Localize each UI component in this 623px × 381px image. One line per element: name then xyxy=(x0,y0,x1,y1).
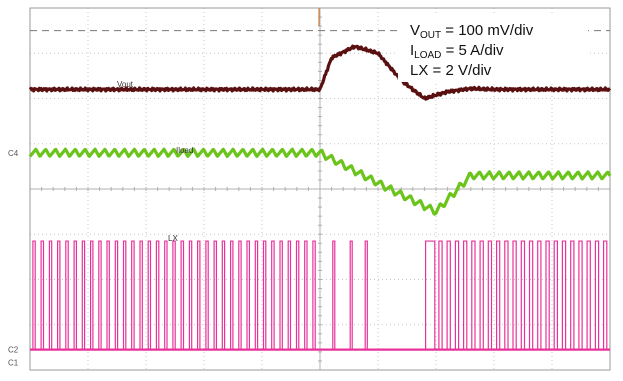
legend-entry-iload-rest: = 5 A/div xyxy=(441,42,504,59)
legend-entry-vout: VOUT = 100 mV/div xyxy=(410,22,534,41)
channel-marker-c1: C1 xyxy=(8,358,19,367)
vout-trace-label: Vout xyxy=(117,80,134,89)
legend: VOUT = 100 mV/div ILOAD = 5 A/div LX = 2… xyxy=(398,16,588,82)
lx-trace xyxy=(32,240,608,351)
vout-trace xyxy=(28,44,612,101)
trace-labels: Vout Iload LX xyxy=(117,80,193,243)
legend-entry-lx-main: LX = 2 V/div xyxy=(410,62,492,79)
legend-entry-vout-rest: = 100 mV/div xyxy=(441,22,534,39)
legend-entry-iload-sub: LOAD xyxy=(414,50,441,61)
traces xyxy=(28,44,612,351)
legend-entry-iload-main: I xyxy=(410,42,414,59)
channel-marker-c2: C2 xyxy=(8,346,19,355)
legend-entry-vout-main: V xyxy=(410,22,420,39)
lx-trace-label: LX xyxy=(168,234,178,243)
legend-background xyxy=(398,16,588,82)
iload-trace-label: Iload xyxy=(176,146,193,155)
channel-markers: C1 C2 C4 xyxy=(8,149,19,368)
channel-marker-c4: C4 xyxy=(8,149,19,158)
grid-frame xyxy=(29,7,611,371)
legend-entry-lx: LX = 2 V/div xyxy=(410,62,492,79)
legend-entry-vout-sub: OUT xyxy=(420,30,441,41)
legend-entry-iload: ILOAD = 5 A/div xyxy=(410,42,504,61)
iload-trace xyxy=(28,147,612,216)
